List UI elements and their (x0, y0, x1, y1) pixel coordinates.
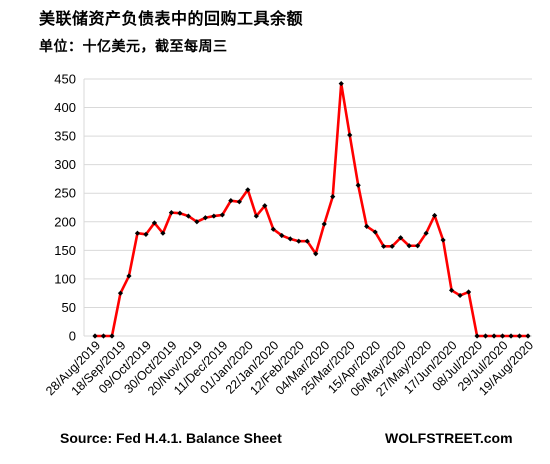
data-point (236, 199, 242, 205)
data-point (177, 210, 183, 216)
data-point (287, 236, 293, 242)
data-point (313, 251, 319, 257)
data-point (482, 333, 489, 339)
data-point (228, 198, 234, 204)
data-point (372, 229, 378, 235)
series-line (95, 82, 528, 338)
data-point (491, 333, 497, 339)
chart-title: 美联储资产负债表中的回购工具余额 (39, 9, 304, 28)
data-point (457, 292, 463, 299)
data-point (465, 289, 472, 295)
y-tick-label: 350 (54, 129, 76, 144)
gridlines (83, 78, 532, 337)
y-tick-label: 250 (54, 186, 76, 201)
data-point (126, 273, 132, 279)
y-tick-label: 150 (54, 243, 76, 258)
data-point (92, 333, 98, 339)
data-point (304, 238, 310, 244)
y-tick-label: 300 (54, 157, 76, 172)
data-point (347, 132, 353, 138)
data-point (160, 230, 166, 236)
data-point (355, 182, 361, 188)
data-point (279, 232, 285, 239)
x-axis: 28/Aug/201918/Sep/201909/Oct/201930/Oct/… (43, 338, 536, 399)
data-point (270, 226, 276, 232)
data-point (185, 213, 191, 219)
data-point (202, 215, 208, 221)
data-point (448, 287, 455, 293)
data-point (364, 223, 370, 229)
y-tick-label: 0 (69, 329, 76, 344)
data-point (499, 333, 506, 339)
data-point (262, 203, 268, 209)
data-point (321, 221, 327, 227)
data-point (381, 243, 387, 249)
y-axis: 0 50 100 150 200 250 300 350 400 450 (54, 72, 76, 344)
data-point (398, 235, 404, 241)
data-point (211, 213, 217, 219)
chart-subtitle: 单位：十亿美元，截至每周三 (39, 39, 228, 55)
data-point (253, 213, 259, 219)
data-point (432, 212, 438, 219)
data-point (440, 237, 446, 243)
data-point (415, 243, 421, 249)
data-point (389, 243, 395, 249)
data-point (338, 80, 344, 87)
data-point (100, 333, 107, 339)
data-point (117, 290, 124, 296)
source-note: Source: Fed H.4.1. Balance Sheet (60, 430, 282, 446)
data-point (516, 333, 523, 339)
data-point (423, 230, 429, 236)
data-point (219, 212, 225, 218)
data-point (168, 210, 175, 216)
data-point (296, 238, 302, 244)
y-tick-label: 400 (54, 100, 76, 115)
series-repo-balance (92, 80, 531, 339)
data-point (508, 333, 514, 339)
y-tick-label: 200 (54, 214, 76, 229)
y-tick-label: 50 (62, 300, 76, 315)
data-point (245, 187, 251, 193)
y-tick-label: 450 (54, 72, 76, 87)
data-point (151, 220, 158, 226)
data-point (143, 231, 149, 237)
data-point (194, 219, 200, 225)
data-point (134, 230, 141, 236)
data-point (109, 333, 115, 339)
data-point (525, 333, 531, 339)
data-point (474, 333, 480, 339)
data-point (330, 194, 336, 200)
y-tick-label: 100 (54, 271, 76, 286)
brand-logo-text: WOLFSTREET.com (385, 430, 513, 446)
data-point (406, 243, 412, 249)
